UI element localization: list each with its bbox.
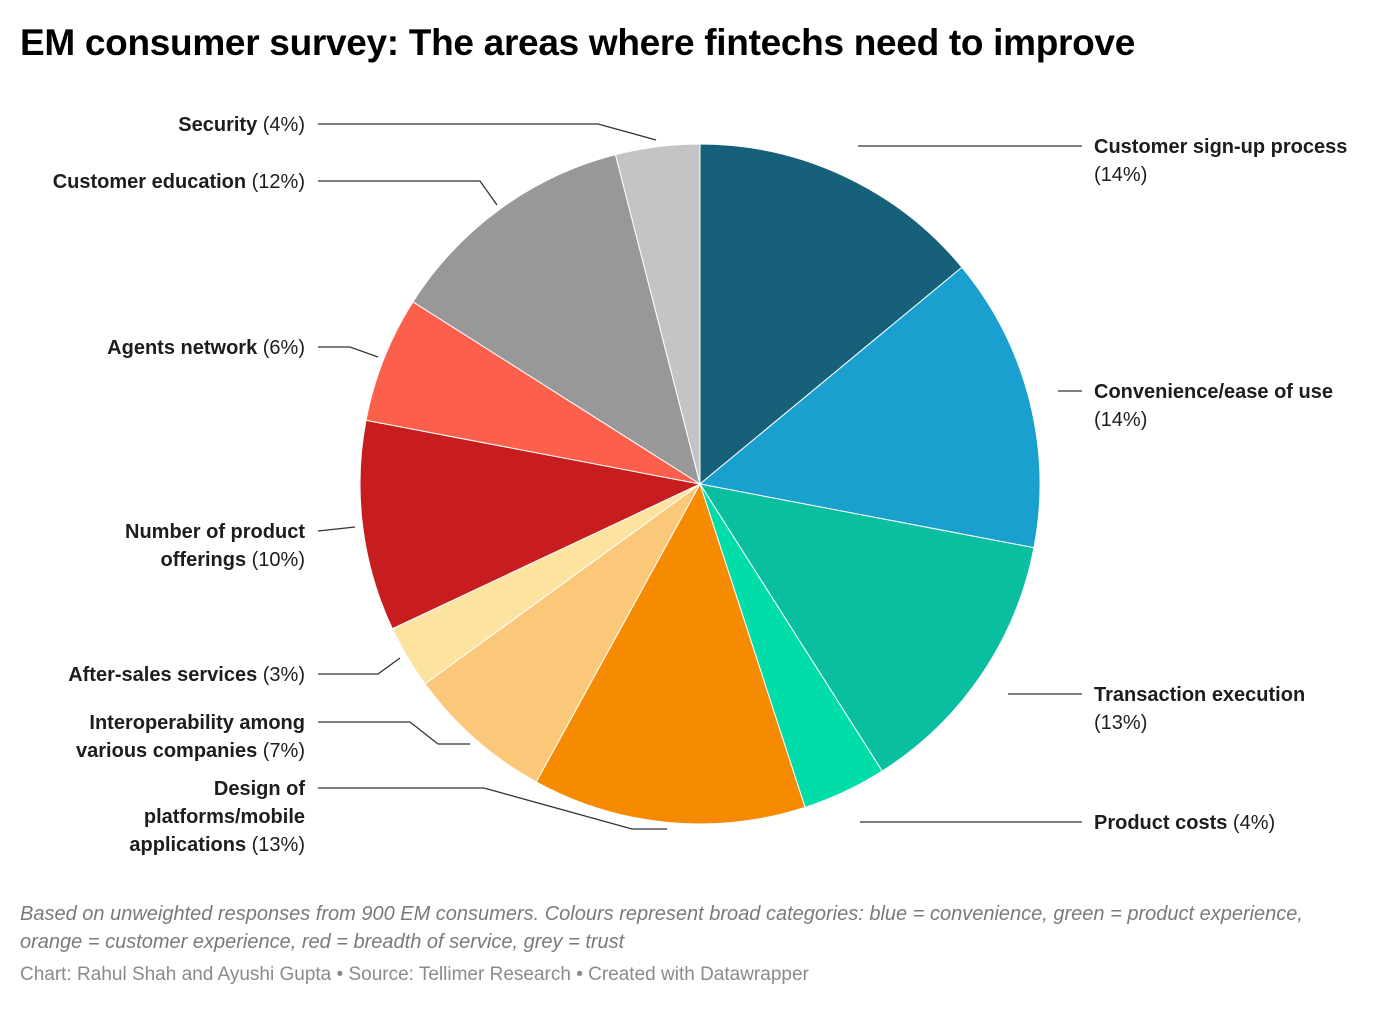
pie-slice-customer-education (412, 154, 701, 486)
slice-label-transaction-execution: Transaction execution (13%) (1094, 684, 1305, 734)
slice-label-design-of-platforms-mobile-applications: Design of platforms/mobile applications (1… (129, 778, 305, 856)
leader-line-design-of-platforms-mobile-applications (318, 787, 667, 830)
leader-line-after-sales-services (318, 657, 401, 675)
chart-source: Chart: Rahul Shah and Ayushi Gupta • Sou… (20, 964, 809, 985)
pie-slice-security (614, 143, 701, 485)
pie-slice-customer-sign-up-process (699, 143, 963, 486)
slice-label-agents-network: Agents network (6%) (107, 337, 305, 359)
leader-line-agents-network (318, 346, 379, 358)
leader-line-security (318, 123, 657, 141)
slice-label-product-costs: Product costs (4%) (1094, 812, 1275, 834)
slice-labels: Customer sign-up process (14%) Convenience… (53, 114, 1348, 856)
leader-line-interoperability-among-various-companies (318, 721, 470, 745)
pie-slice-interoperability-among-various-companies (424, 483, 701, 783)
slice-label-after-sales-services: After-sales services (3%) (68, 664, 305, 686)
pie-slice-design-of-platforms-mobile-applications (535, 482, 806, 825)
pie-slice-convenience-ease-of-use (698, 266, 1041, 549)
pie-slices (359, 143, 1041, 825)
slice-label-customer-education: Customer education (12%) (53, 171, 305, 193)
slice-label-convenience-ease-of-use: Convenience/ease of use (14%) (1094, 381, 1333, 431)
pie-slice-transaction-execution (698, 483, 1035, 772)
leader-line-number-of-product-offerings (317, 526, 356, 532)
leader-lines (317, 123, 1082, 830)
chart-note: Based on unweighted responses from 900 E… (20, 903, 1303, 953)
slice-label-interoperability-among-various-companies: Interoperability among various companies … (76, 712, 305, 762)
leader-line-customer-education (318, 180, 498, 206)
chart-title: EM consumer survey: The areas where fint… (20, 22, 1135, 63)
slice-label-customer-sign-up-process: Customer sign-up process (14%) (1094, 136, 1347, 186)
pie-slice-agents-network (365, 301, 701, 485)
pie-chart: Customer sign-up process (14%) Convenience… (53, 114, 1348, 856)
slice-label-number-of-product-offerings: Number of product offerings (10%) (125, 521, 305, 571)
pie-slice-number-of-product-offerings (359, 419, 702, 630)
slice-label-security: Security (4%) (178, 114, 305, 136)
